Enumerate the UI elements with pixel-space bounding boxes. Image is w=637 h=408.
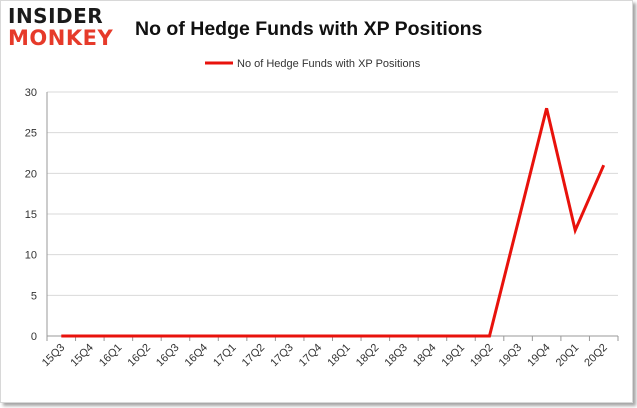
x-tick-label-17Q4: 17Q4 <box>297 342 325 370</box>
x-tick-label-19Q4: 19Q4 <box>525 342 553 370</box>
x-tick-label-17Q2: 17Q2 <box>240 342 268 370</box>
x-tick-label-19Q1: 19Q1 <box>440 342 468 370</box>
axes <box>46 92 619 341</box>
y-tick-label-30: 30 <box>25 87 37 99</box>
x-tick-label-15Q4: 15Q4 <box>68 342 96 370</box>
y-tick-label-10: 10 <box>25 250 37 262</box>
x-tick-label-18Q2: 18Q2 <box>354 342 382 370</box>
y-tick-labels: 0 5 10 15 20 25 30 <box>25 87 37 343</box>
x-tick-label-16Q3: 16Q3 <box>154 342 182 370</box>
y-tick-label-0: 0 <box>31 331 37 343</box>
x-tick-label-18Q3: 18Q3 <box>382 342 410 370</box>
x-tick-label-17Q3: 17Q3 <box>268 342 296 370</box>
x-tick-label-16Q4: 16Q4 <box>183 342 211 370</box>
y-tick-label-20: 20 <box>25 168 37 180</box>
series-lines <box>61 107 606 338</box>
y-tick-label-5: 5 <box>31 290 37 302</box>
logo-line-monkey: MONKEY <box>8 26 114 50</box>
legend-label: No of Hedge Funds with XP Positions <box>237 58 421 70</box>
x-tick-label-16Q2: 16Q2 <box>126 342 154 370</box>
y-tick-label-25: 25 <box>25 128 37 140</box>
legend: No of Hedge Funds with XP Positions <box>205 58 421 70</box>
chart-title: No of Hedge Funds with XP Positions <box>135 18 483 40</box>
x-tick-label-18Q1: 18Q1 <box>325 342 353 370</box>
x-tick-label-19Q3: 19Q3 <box>497 342 525 370</box>
insider-monkey-logo: INSIDER MONKEY <box>8 4 118 52</box>
x-tick-labels: 15Q3 15Q4 16Q1 16Q2 16Q3 16Q4 17Q1 17Q2 17Q3 17Q4… <box>40 342 610 370</box>
gridlines <box>47 91 618 296</box>
series-line-0 <box>61 107 606 338</box>
x-tick-label-20Q2: 20Q2 <box>582 342 610 370</box>
x-tick-label-19Q2: 19Q2 <box>468 342 496 370</box>
x-tick-label-15Q3: 15Q3 <box>40 342 68 370</box>
x-tick-label-16Q1: 16Q1 <box>97 342 125 370</box>
x-tick-label-17Q1: 17Q1 <box>211 342 239 370</box>
x-tick-label-20Q1: 20Q1 <box>554 342 582 370</box>
y-tick-label-15: 15 <box>25 209 37 221</box>
logo-line-insider: INSIDER <box>8 4 104 28</box>
x-tick-label-18Q4: 18Q4 <box>411 342 439 370</box>
